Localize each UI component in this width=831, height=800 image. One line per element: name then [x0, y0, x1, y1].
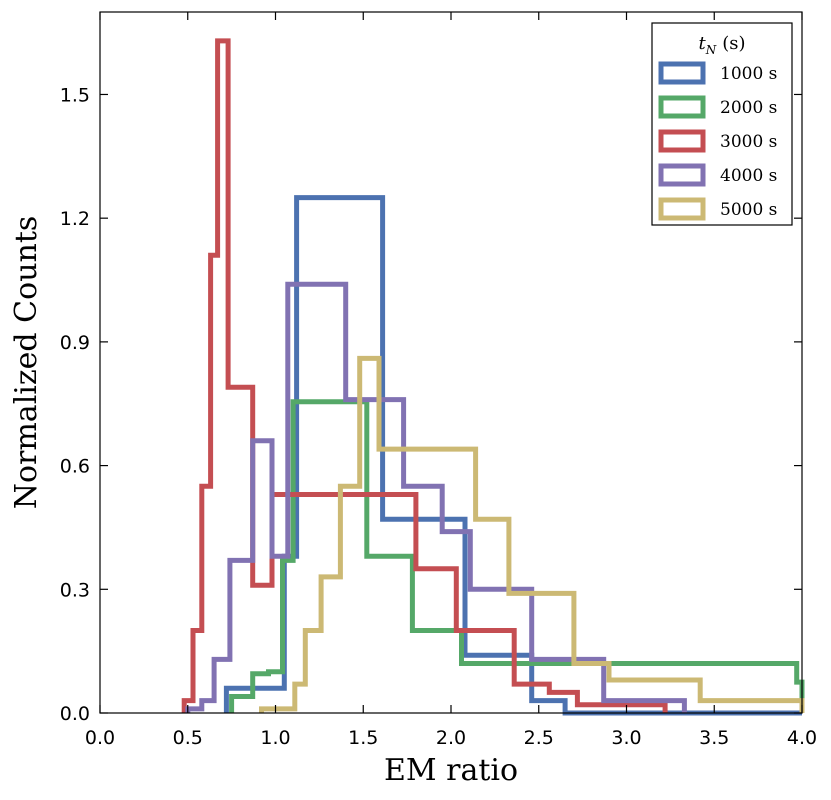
- legend-entries: 1000 s 2000 s 3000 s 4000 s 5000 s: [658, 61, 777, 221]
- legend-title: tN (s): [698, 33, 745, 57]
- x-tick-label: 4.0: [787, 727, 817, 749]
- legend-title-sub: N: [705, 43, 717, 57]
- legend-swatch: [658, 61, 706, 85]
- x-axis-label: EM ratio: [384, 753, 518, 788]
- y-axis-label: Normalized Counts: [9, 216, 44, 510]
- legend-swatch: [658, 197, 706, 221]
- x-tick-label: 1.5: [348, 727, 378, 749]
- y-tick-label: 0.0: [60, 703, 90, 725]
- y-tick-label: 0.9: [60, 332, 90, 354]
- legend-entry-4: 4000 s: [658, 163, 777, 187]
- x-tick-label: 2.5: [524, 727, 554, 749]
- legend-box: [651, 22, 793, 226]
- series-2-outline: [229, 399, 805, 713]
- legend-label: 2000 s: [720, 98, 777, 118]
- legend: tN (s) 1000 s 2000 s 3000 s 4000 s 5000 s: [651, 22, 793, 226]
- legend-entry-2: 2000 s: [658, 95, 777, 119]
- legend-entry-5: 5000 s: [658, 197, 777, 221]
- legend-label: 1000 s: [720, 64, 777, 84]
- series-1-outline: [223, 195, 802, 716]
- x-tick-label: 2.0: [436, 727, 466, 749]
- x-tick-label: 1.0: [260, 727, 290, 749]
- legend-swatch: [658, 163, 706, 187]
- legend-entry-1: 1000 s: [658, 61, 777, 85]
- series-4-outline: [185, 281, 687, 713]
- x-tick-label: 3.0: [611, 727, 641, 749]
- x-tick-label: 3.5: [699, 727, 729, 749]
- ticks-layer: [99, 12, 803, 714]
- series-5-outline: [259, 355, 805, 713]
- y-tick-label: 0.6: [60, 456, 90, 478]
- y-tick-label: 1.2: [60, 208, 90, 230]
- legend-swatch: [658, 95, 706, 119]
- legend-label: 3000 s: [720, 132, 777, 152]
- legend-label: 4000 s: [720, 166, 777, 186]
- legend-label: 5000 s: [720, 200, 777, 220]
- legend-title-var: t: [698, 33, 706, 54]
- x-tick-label: 0.0: [85, 727, 115, 749]
- tick-labels: 0.0 0.5 1.0 1.5 2.0 2.5 3.0 3.5 4.0 0.0 0.3 0.6 0.9 1…: [60, 84, 817, 749]
- legend-entry-3: 3000 s: [658, 129, 777, 153]
- series-layer: [181, 38, 805, 716]
- y-tick-label: 0.3: [60, 579, 90, 601]
- y-tick-label: 1.5: [60, 84, 90, 106]
- x-tick-label: 0.5: [173, 727, 203, 749]
- legend-title-unit: (s): [722, 33, 745, 54]
- legend-swatch: [658, 129, 706, 153]
